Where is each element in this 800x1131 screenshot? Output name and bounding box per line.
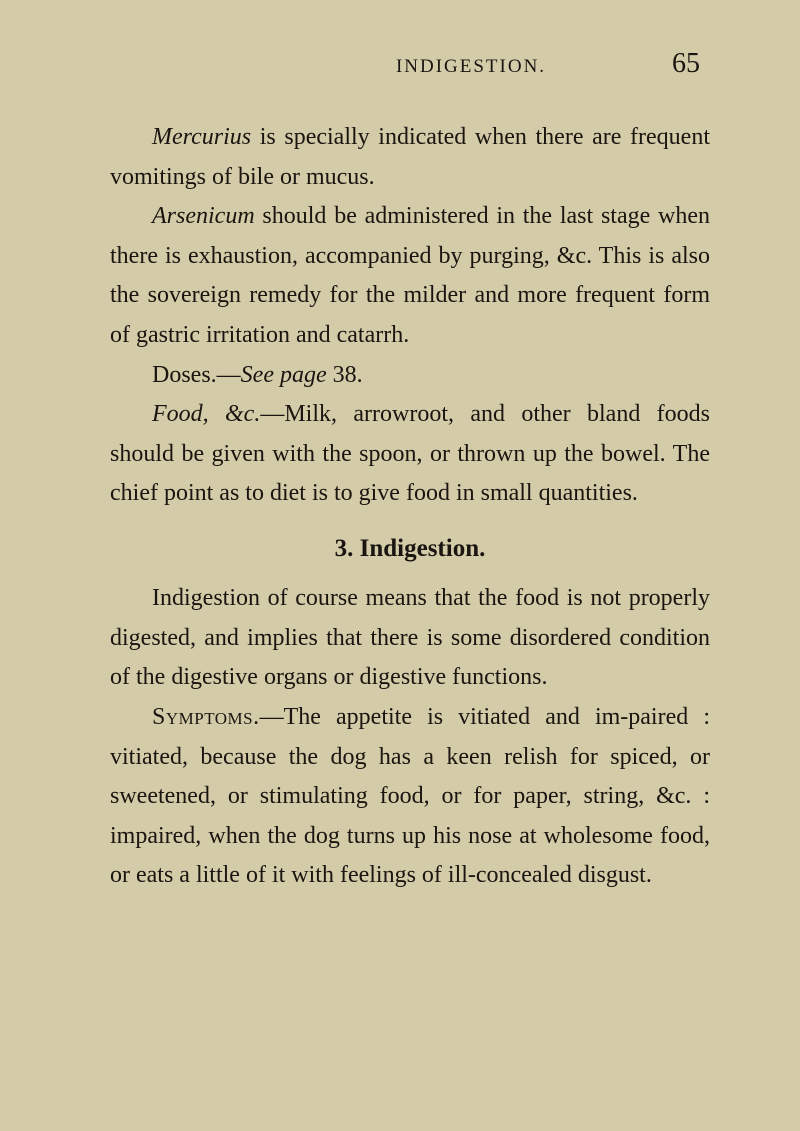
see-page-ref: See page	[241, 362, 327, 388]
section-heading: 3. Indigestion.	[110, 528, 710, 569]
term-food: Food, &c.	[152, 401, 260, 427]
doses-label: Doses.—	[152, 362, 241, 388]
symptoms-label: Symptoms.	[152, 704, 260, 730]
running-title: INDIGESTION.	[120, 56, 672, 78]
page-header: INDIGESTION. 65	[110, 48, 710, 80]
paragraph-mercurius: Mercurius is specially indicated when th…	[110, 118, 710, 197]
body-text: Mercurius is specially indicated when th…	[110, 118, 710, 896]
paragraph-arsenicum: Arsenicum should be administered in the …	[110, 197, 710, 355]
term-mercurius: Mercurius	[152, 124, 251, 150]
term-arsenicum: Arsenicum	[152, 203, 255, 229]
page-number: 65	[672, 48, 700, 80]
p6-text: —The appetite is vitiated and im-paired …	[110, 704, 710, 888]
paragraph-doses: Doses.—See page 38.	[110, 356, 710, 396]
paragraph-indigestion-def: Indigestion of course means that the foo…	[110, 579, 710, 698]
paragraph-symptoms: Symptoms.—The appetite is vitiated and i…	[110, 698, 710, 896]
page-ref-number: 38.	[327, 362, 363, 388]
paragraph-food: Food, &c.—Milk, arrowroot, and other bla…	[110, 395, 710, 514]
